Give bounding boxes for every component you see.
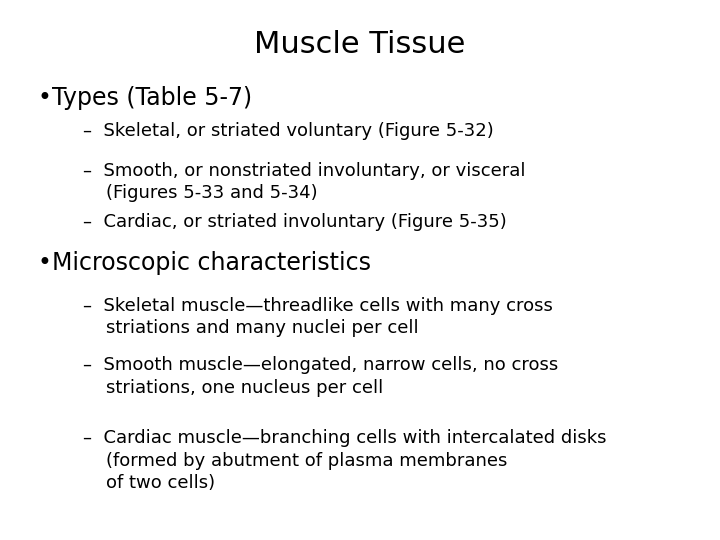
Text: •: • xyxy=(37,251,51,275)
Text: Microscopic characteristics: Microscopic characteristics xyxy=(52,251,371,275)
Text: –  Cardiac, or striated involuntary (Figure 5-35): – Cardiac, or striated involuntary (Figu… xyxy=(83,213,507,231)
Text: –  Smooth muscle—elongated, narrow cells, no cross
    striations, one nucleus p: – Smooth muscle—elongated, narrow cells,… xyxy=(83,356,558,396)
Text: –  Skeletal, or striated voluntary (Figure 5-32): – Skeletal, or striated voluntary (Figur… xyxy=(83,122,493,139)
Text: –  Skeletal muscle—threadlike cells with many cross
    striations and many nucl: – Skeletal muscle—threadlike cells with … xyxy=(83,297,553,337)
Text: Types (Table 5-7): Types (Table 5-7) xyxy=(52,86,252,110)
Text: •: • xyxy=(37,86,51,110)
Text: Muscle Tissue: Muscle Tissue xyxy=(254,30,466,59)
Text: –  Smooth, or nonstriated involuntary, or visceral
    (Figures 5-33 and 5-34): – Smooth, or nonstriated involuntary, or… xyxy=(83,162,526,202)
Text: –  Cardiac muscle—branching cells with intercalated disks
    (formed by abutmen: – Cardiac muscle—branching cells with in… xyxy=(83,429,606,492)
